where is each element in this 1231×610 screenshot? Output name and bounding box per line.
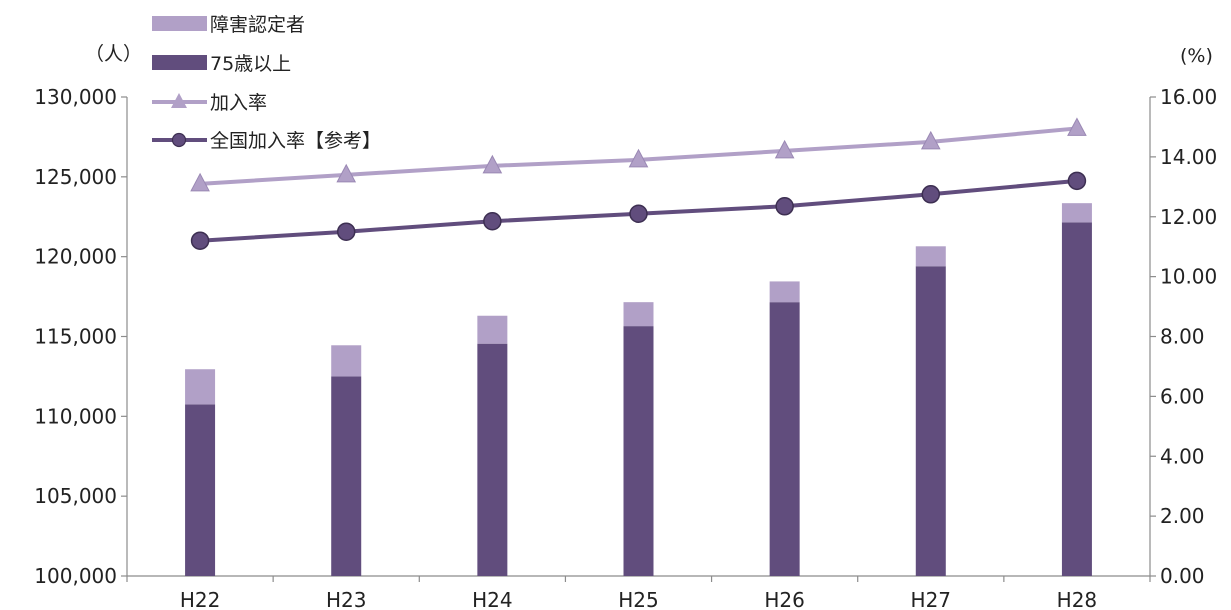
- bar-75-over: [331, 376, 362, 576]
- x-axis-tick-label: H22: [180, 588, 221, 610]
- right-axis-tick-label: 6.00: [1160, 384, 1205, 408]
- right-axis-tick-label: 10.00: [1160, 265, 1217, 289]
- legend-swatch: [152, 55, 207, 70]
- left-axis-tick-label: 100,000: [34, 564, 117, 588]
- national-join-rate-point: [1067, 171, 1087, 191]
- join-rate-point: [482, 154, 503, 174]
- join-rate-point: [628, 148, 649, 168]
- bar-disability-certified: [477, 315, 508, 344]
- bar-disability-certified: [185, 369, 216, 405]
- legend-swatch: [152, 16, 207, 31]
- right-axis-tick-label: 8.00: [1160, 325, 1205, 349]
- left-axis-tick-label: 130,000: [34, 85, 117, 109]
- left-axis-unit: （人）: [85, 43, 142, 65]
- bar-disability-certified: [915, 246, 946, 267]
- national-join-rate-point: [921, 185, 941, 204]
- bar-disability-certified: [623, 302, 654, 327]
- join-rate-point: [336, 163, 357, 183]
- bar-75-over: [185, 404, 216, 576]
- legend-label: 75歳以上: [210, 53, 291, 75]
- x-axis-tick-label: H23: [326, 588, 367, 610]
- x-axis-tick-label: H28: [1057, 588, 1098, 610]
- legend-marker: [171, 132, 187, 148]
- legend-label: 加入率: [210, 92, 267, 114]
- bar-75-over: [623, 326, 654, 576]
- x-axis-tick-label: H24: [472, 588, 513, 610]
- left-axis-tick-label: 120,000: [34, 245, 117, 269]
- legend-label: 障害認定者: [210, 14, 305, 36]
- bar-75-over: [915, 266, 946, 576]
- join-rate-point: [190, 172, 210, 192]
- bar-75-over: [1061, 222, 1092, 577]
- national-join-rate-point: [190, 231, 210, 250]
- x-axis-tick-labels: H22 H23 H24 H25 H26 H27 H28: [180, 588, 1097, 610]
- legend-label: 全国加入率【参考】: [210, 130, 381, 152]
- national-join-rate-point: [483, 211, 502, 231]
- x-axis-tick-label: H26: [764, 588, 805, 610]
- bar-disability-certified: [331, 345, 362, 377]
- line-series: [190, 117, 1087, 250]
- national-join-rate-point: [775, 197, 794, 216]
- bar-disability-certified: [769, 281, 800, 303]
- x-axis-tick-label: H25: [618, 588, 659, 610]
- join-rate-point: [920, 130, 941, 150]
- bar-75-over: [477, 343, 508, 576]
- join-rate-point: [774, 139, 795, 159]
- right-axis-unit: (%): [1180, 45, 1213, 67]
- left-axis-tick-label: 115,000: [34, 325, 117, 349]
- right-axis-tick-label: 16.00: [1160, 85, 1217, 109]
- left-axis-tick-label: 110,000: [34, 404, 117, 428]
- legend-marker: [171, 93, 187, 108]
- right-axis-tick-label: 14.00: [1160, 145, 1217, 169]
- left-axis-tick-labels: 100,000 105,000 110,000 115,000 120,000 125,0…: [34, 85, 117, 588]
- right-axis-tick-label: 0.00: [1160, 564, 1205, 588]
- right-axis-tick-label: 2.00: [1160, 504, 1205, 528]
- national-join-rate-point: [629, 204, 648, 224]
- right-axis-tick-labels: 0.00 2.00 4.00 6.00 8.00 10.00 12.00 14.00 16.00: [1160, 85, 1217, 588]
- bars: [185, 203, 1092, 577]
- national-join-rate-point: [336, 222, 356, 241]
- right-axis-tick-label: 4.00: [1160, 444, 1205, 468]
- left-axis-tick-label: 105,000: [34, 484, 117, 508]
- left-axis-tick-label: 125,000: [34, 165, 117, 189]
- join-rate-point: [1067, 117, 1087, 136]
- right-axis-tick-label: 12.00: [1160, 205, 1217, 229]
- bar-disability-certified: [1061, 203, 1092, 223]
- bar-75-over: [769, 302, 800, 576]
- x-axis-tick-label: H27: [911, 588, 952, 610]
